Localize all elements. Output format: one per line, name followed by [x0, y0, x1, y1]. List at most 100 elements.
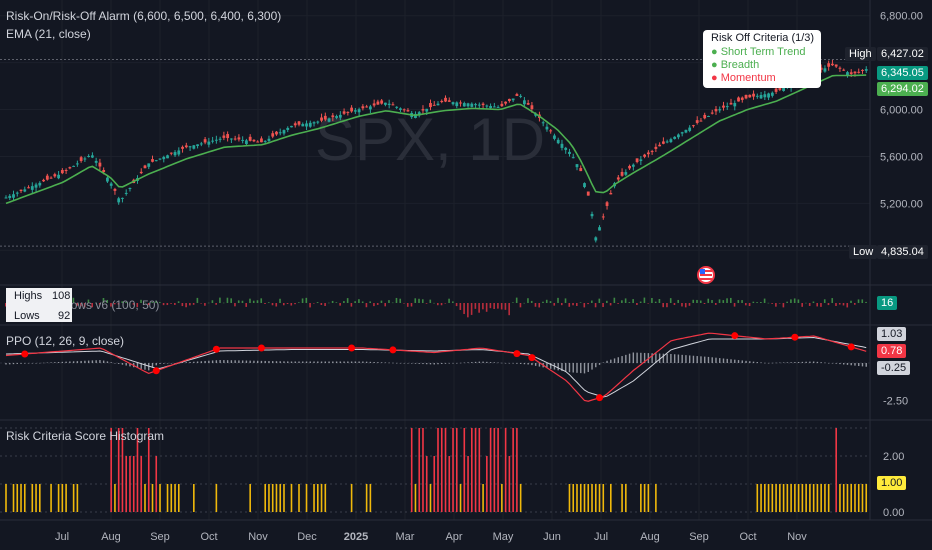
ppo-hist-bar [576, 363, 578, 373]
time-tick-label: Aug [101, 531, 121, 543]
hilo-bar [425, 303, 428, 304]
tooltip-item-label: Momentum [720, 72, 776, 84]
candle-body [763, 94, 767, 98]
score-bar [764, 484, 766, 512]
ppo-hist-bar [87, 360, 90, 363]
ppo-hist-bar [775, 362, 777, 364]
candle-body [229, 138, 233, 140]
ppo-hist-bar [711, 357, 713, 363]
candle-body [530, 105, 534, 110]
hilo-bar [219, 297, 221, 303]
time-tick-label: Apr [445, 531, 462, 543]
ppo-hist-bar [275, 361, 278, 363]
hilo-bar [748, 303, 751, 307]
candle-body [444, 97, 447, 102]
price-tick-label: 6,000.00 [880, 105, 923, 117]
hilo-bar [234, 303, 236, 307]
ppo-hist-bar [805, 361, 807, 363]
score-bar [121, 428, 124, 512]
ppo-hist-bar [268, 361, 270, 363]
ppo-hist-bar [125, 363, 127, 366]
score-bar [65, 484, 67, 512]
ppo-hist-bar [583, 363, 586, 374]
candle-body [342, 111, 346, 114]
ppo-hist-bar [764, 362, 766, 364]
ppo-hist-bar [734, 359, 736, 363]
ppo-hist-bar [767, 362, 770, 364]
ppo-hist-bar [234, 360, 236, 363]
candle-body [278, 132, 282, 134]
ppo-hist-bar [816, 361, 819, 363]
candle-body [598, 227, 601, 231]
candle-body [207, 141, 211, 145]
candle-body [583, 183, 586, 188]
candle-body [320, 117, 323, 121]
ppo-hist-bar [399, 363, 402, 364]
hilo-bar [846, 303, 849, 308]
candle-body [98, 162, 102, 167]
candle-body [722, 105, 725, 108]
score-bar [147, 428, 150, 512]
candle-body [365, 106, 369, 108]
hilo-bar [83, 303, 86, 308]
candle-body [353, 110, 357, 112]
ppo-hist-bar [69, 361, 71, 363]
candle-body [196, 144, 199, 146]
score-bar [610, 484, 612, 512]
score-bar [805, 484, 807, 512]
ppo-hist-bar [35, 363, 37, 364]
score-bar [854, 484, 856, 512]
candle-body [368, 106, 372, 110]
ema-legend[interactable]: EMA (21, close) [6, 27, 91, 41]
ppo-hist-bar [467, 362, 469, 363]
score-bar [425, 456, 428, 512]
candle-body [4, 197, 8, 199]
ppo-hist-bar [538, 363, 541, 367]
ppo-line [5, 332, 867, 402]
time-axis[interactable]: Jul Aug Sep Oct Nov Dec 2025 Mar Apr May Jun Jul Aug… [55, 531, 807, 543]
ppo-hist-bar [114, 363, 116, 364]
score-bar [35, 484, 37, 512]
candle-body [402, 109, 406, 111]
ppo-hist-bar [610, 359, 612, 363]
candle-body [361, 106, 365, 109]
candle-body [121, 197, 124, 199]
hilo-bar [504, 303, 507, 310]
ppo-hist-bar [448, 363, 450, 364]
price-axis[interactable]: 6,800.00 6,000.00 5,600.00 5,200.00 -2.50 2.0… [880, 11, 923, 519]
ppo-hist-bar [290, 361, 293, 363]
candle-body [429, 103, 432, 108]
hilo-bar [628, 302, 631, 303]
score-bar [193, 484, 195, 512]
us-flag-icon[interactable] [697, 266, 715, 284]
ppo-hist-bar [324, 361, 327, 363]
candle-body [143, 165, 147, 169]
ppo-cross-dot [528, 354, 536, 362]
ppo-legend[interactable]: PPO (12, 26, 9, close) [6, 334, 125, 348]
candle-body [489, 106, 492, 109]
score-bar [369, 484, 372, 512]
hilo-bar [609, 303, 612, 306]
score-bar [835, 428, 837, 512]
hilo-lows-value: 92 [58, 310, 71, 322]
score-bar [365, 484, 368, 512]
ppo-hist-bar [144, 363, 146, 370]
hilo-bar [380, 300, 383, 303]
candle-body [628, 165, 631, 169]
hilo-bar [282, 303, 285, 306]
indicator-legend[interactable]: Risk-On/Risk-Off Alarm (6,600, 6,500, 6,… [6, 9, 282, 23]
ppo-hist-bar [272, 361, 274, 363]
ppo-hist-bar [820, 362, 822, 363]
hilo-bar [410, 303, 413, 307]
candle-body [579, 168, 583, 172]
histogram-legend[interactable]: Risk Criteria Score Histogram [6, 429, 165, 443]
candle-body [30, 186, 34, 190]
hilo-bar [331, 300, 334, 303]
candle-body [226, 134, 230, 139]
hilo-bar [560, 303, 563, 306]
hilo-bar [252, 300, 255, 303]
ppo-hist-bar [159, 363, 161, 364]
candle-body [214, 139, 218, 141]
hilo-bar [365, 303, 368, 308]
